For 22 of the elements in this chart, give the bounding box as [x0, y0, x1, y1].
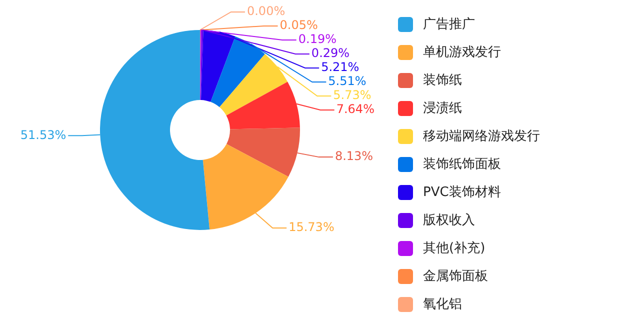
legend-label: 装饰纸 [423, 72, 462, 89]
data-label: 51.53% [20, 128, 66, 142]
data-label: 0.05% [280, 18, 318, 32]
data-label: 8.13% [334, 149, 374, 164]
legend-label: PVC装饰材料 [423, 184, 501, 201]
text: 0.00% [246, 4, 286, 18]
data-label: 5.73% [333, 88, 372, 102]
legend-label: 浸渍纸 [423, 100, 462, 117]
legend-label: 氧化铝 [423, 296, 462, 313]
legend-label: 广告推广 [423, 16, 475, 33]
legend-label: 其他(补充) [423, 240, 486, 257]
legend-label: 版权收入 [423, 212, 475, 229]
data-label: 7.64% [336, 102, 374, 116]
legend-label: 移动端网络游戏发行 [423, 128, 540, 145]
data-label: 5.51% [328, 74, 366, 88]
data-label: 0.29% [311, 46, 350, 60]
legend-label: 金属饰面板 [423, 268, 488, 285]
data-label: 15.73% [288, 220, 334, 234]
legend-label: 装饰纸饰面板 [423, 156, 501, 173]
data-label: 0.19% [298, 32, 336, 46]
data-label: 5.21% [321, 60, 360, 74]
legend-label: 单机游戏发行 [423, 44, 501, 61]
